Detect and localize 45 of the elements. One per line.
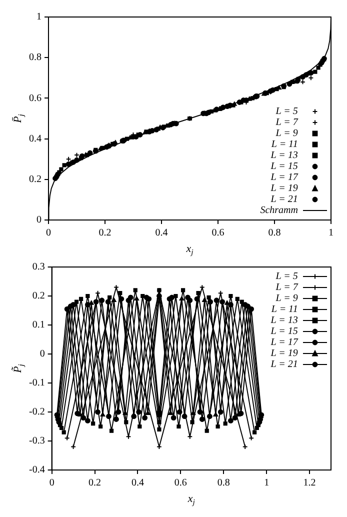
legend-label: L = 9 [274,293,298,304]
legend-label: L = 17 [270,172,299,184]
x-tick-label: 0 [49,478,54,489]
x-tick-label: 0.4 [131,478,144,489]
legend-label: L = 7 [274,117,299,128]
legend-label: L = 9 [274,128,298,140]
legend-label: L = 21 [270,359,298,370]
y-tick-label: 0.8 [29,52,42,64]
y-tick-label: -0.3 [28,436,45,447]
y-tick-label: 1 [36,12,42,23]
x-tick-label: 0.6 [174,478,187,489]
x-tick-label: 1.2 [303,478,316,489]
x-tick-label: 0.2 [98,228,112,239]
x-tick-label: 0.2 [88,478,102,489]
y-tick-label: -0.1 [28,378,45,389]
legend-label: L = 5 [274,106,298,118]
y-tick-label: -0.2 [28,406,45,418]
legend-label: L = 13 [270,150,298,162]
y-tick-label: 0 [36,214,42,226]
legend-label: L = 7 [274,282,299,294]
y-tick-label: 0.2 [32,290,45,302]
legend-label: L = 5 [274,271,298,282]
legend-label: L = 19 [270,348,298,360]
x-tick-label: 0.4 [155,228,168,239]
y-tick-label: 0.2 [29,174,42,186]
x-tick-label: 1 [328,228,334,239]
legend-label: L = 17 [270,337,299,348]
legend-label: L = 11 [270,139,298,150]
x-tick-label: 0.8 [217,478,230,489]
y-tick-label: -0.4 [28,464,45,476]
y-tick-label: 0.6 [29,92,42,104]
legend-label: L = 19 [270,183,298,194]
x-tick-label: 1 [264,478,270,489]
x-tick-label: 0.6 [212,228,224,239]
legend-label: L = 15 [270,326,298,338]
legend-label: Schramm [260,205,298,216]
y-tick-label: 0 [40,348,45,360]
legend-label: L = 21 [270,194,298,206]
x-tick-label: 0.8 [268,228,281,239]
legend-label: L = 11 [270,304,298,316]
y-tick-label: 0.1 [32,320,45,331]
y-tick-label: 0.4 [29,133,42,144]
y-tick-label: 0.3 [32,262,45,273]
legend-label: L = 15 [270,161,298,172]
legend-label: L = 13 [270,315,298,326]
